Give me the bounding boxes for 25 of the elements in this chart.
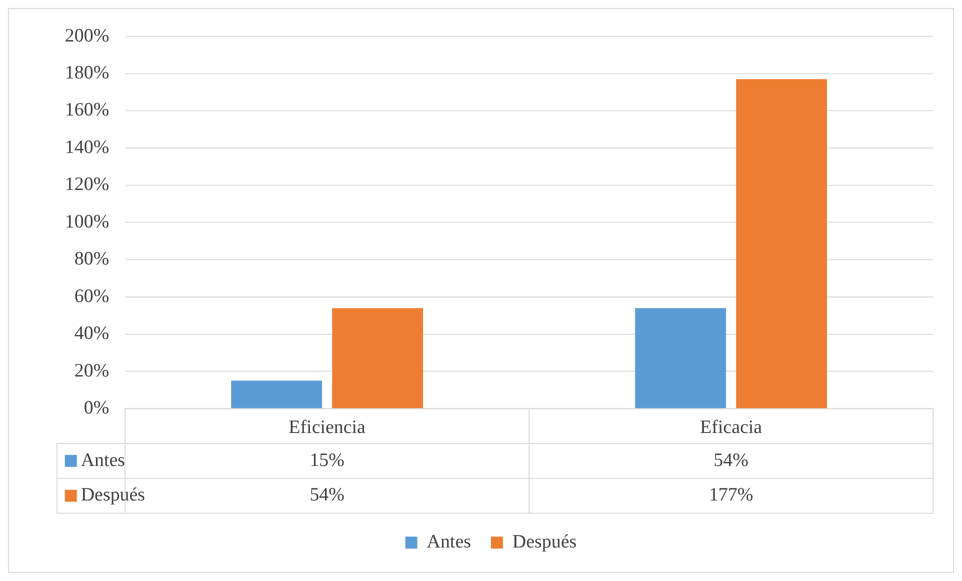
x-tick-label: Eficacia bbox=[700, 416, 763, 438]
y-tick-label: 20% bbox=[74, 360, 110, 382]
bar bbox=[736, 79, 827, 408]
y-tick-label: 120% bbox=[64, 174, 110, 196]
legend-label: Después bbox=[512, 532, 577, 553]
y-tick-label: 80% bbox=[74, 248, 110, 270]
y-tick-label: 0% bbox=[84, 398, 110, 419]
text: 54% bbox=[310, 484, 344, 506]
y-tick-label: 200% bbox=[64, 25, 110, 46]
y-tick-label: 180% bbox=[64, 62, 110, 84]
bar bbox=[231, 380, 322, 408]
y-tick-label: 140% bbox=[64, 136, 110, 158]
legend-label: Antes bbox=[80, 450, 126, 471]
text: 15% bbox=[310, 450, 344, 471]
y-tick-label: 40% bbox=[74, 323, 110, 344]
x-tick-label: Eficiencia bbox=[288, 416, 366, 438]
text: Antes bbox=[426, 532, 471, 553]
text: 177% bbox=[708, 484, 754, 506]
y-tick-label: 60% bbox=[74, 286, 110, 307]
bar bbox=[332, 308, 424, 408]
y-tick-label: 100% bbox=[64, 211, 110, 232]
y-tick-label: 160% bbox=[64, 100, 110, 121]
bar bbox=[635, 308, 726, 408]
text: Después bbox=[80, 484, 146, 506]
text: 54% bbox=[714, 450, 748, 471]
